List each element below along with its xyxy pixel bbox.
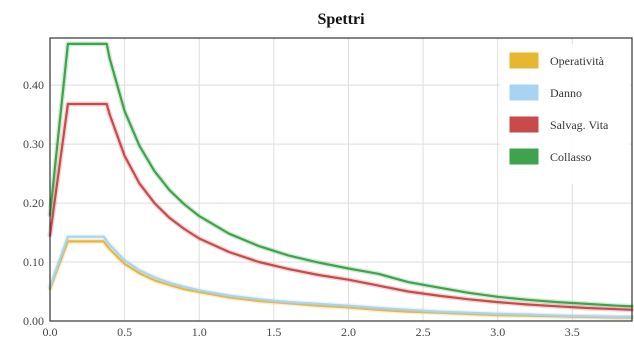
series-line (48, 102, 634, 311)
plot-area-border (49, 37, 633, 322)
legend: Operatività Danno Salvag. Vita Collasso (500, 44, 630, 184)
legend-swatch (508, 147, 540, 166)
series-line (48, 235, 634, 318)
legend-swatch (508, 115, 540, 134)
legend-swatch (508, 51, 540, 70)
x-tick-label: 3.0 (490, 325, 505, 339)
chart-title: Spettri (317, 11, 365, 28)
legend-label: Collasso (550, 150, 591, 164)
legend-label: Operatività (550, 54, 605, 68)
x-tick-label: 3.5 (565, 325, 580, 339)
legend-item: Danno (508, 83, 582, 102)
legend-label: Salvag. Vita (550, 118, 609, 132)
series-layer (47, 41, 634, 320)
x-tick-label: 2.5 (416, 325, 431, 339)
x-tick-label: 0.0 (43, 325, 58, 339)
x-tick-label: 1.5 (266, 325, 281, 339)
x-tick-label: 1.0 (192, 325, 207, 339)
series-0 (47, 238, 634, 320)
axis-ticks: 0.0 0.5 1.0 1.5 2.0 2.5 3.0 3.5 0.00 0.10 0.20 0.30… (23, 78, 580, 339)
y-tick-label: 0.20 (23, 196, 44, 210)
y-tick-label: 0.10 (23, 255, 44, 269)
x-tick-label: 0.5 (117, 325, 132, 339)
series-3 (47, 41, 634, 309)
series-line (48, 42, 634, 308)
y-tick-label: 0.30 (23, 137, 44, 151)
series-1 (47, 234, 634, 320)
y-tick-label: 0.00 (23, 314, 44, 328)
y-tick-label: 0.40 (23, 78, 44, 92)
series-line (48, 240, 634, 319)
legend-item: Operatività (508, 51, 605, 70)
x-tick-label: 2.0 (341, 325, 356, 339)
legend-swatch (508, 83, 540, 102)
legend-item: Salvag. Vita (508, 115, 609, 134)
series-2 (47, 101, 634, 313)
legend-label: Danno (550, 86, 582, 100)
legend-item: Collasso (508, 147, 591, 166)
